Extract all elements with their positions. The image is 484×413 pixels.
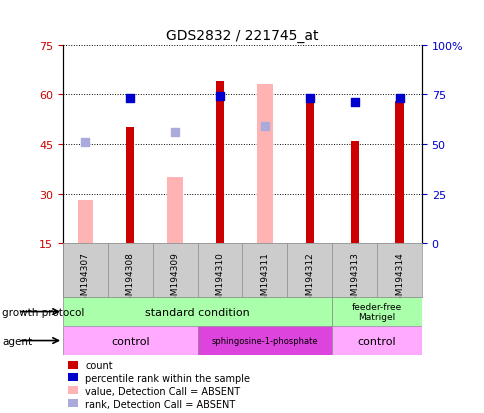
Text: GSM194307: GSM194307: [81, 252, 90, 306]
Bar: [197, 326, 332, 355]
Point: [81, 139, 89, 146]
Bar: [77, 201, 93, 244]
Point: [260, 123, 268, 130]
Title: GDS2832 / 221745_at: GDS2832 / 221745_at: [166, 29, 318, 43]
Point: [216, 94, 224, 100]
Bar: [167, 178, 182, 244]
Point: [171, 129, 179, 136]
Text: growth protocol: growth protocol: [2, 307, 85, 317]
Bar: [63, 297, 332, 326]
Text: GSM194313: GSM194313: [349, 252, 359, 306]
Point: [305, 96, 313, 102]
Bar: [63, 326, 197, 355]
Bar: [257, 85, 272, 244]
Text: sphingosine-1-phosphate: sphingosine-1-phosphate: [211, 336, 318, 345]
Bar: [305, 102, 313, 244]
Text: GSM194311: GSM194311: [260, 252, 269, 306]
Bar: [332, 297, 421, 326]
Text: GSM194309: GSM194309: [170, 252, 180, 306]
Text: GSM194308: GSM194308: [125, 252, 135, 306]
Bar: [350, 141, 358, 244]
Text: agent: agent: [2, 336, 32, 346]
Text: control: control: [357, 336, 395, 346]
Point: [350, 100, 358, 106]
Text: control: control: [111, 336, 150, 346]
Bar: [215, 82, 224, 244]
Text: standard condition: standard condition: [145, 307, 249, 317]
Text: GSM194312: GSM194312: [304, 252, 314, 306]
Bar: [394, 102, 403, 244]
Text: feeder-free
Matrigel: feeder-free Matrigel: [351, 302, 401, 321]
Legend: count, percentile rank within the sample, value, Detection Call = ABSENT, rank, : count, percentile rank within the sample…: [68, 360, 250, 408]
Point: [395, 96, 403, 102]
Bar: [332, 326, 421, 355]
Text: GSM194310: GSM194310: [215, 252, 224, 306]
Text: GSM194314: GSM194314: [394, 252, 403, 306]
Point: [126, 96, 134, 102]
Bar: [126, 128, 134, 244]
